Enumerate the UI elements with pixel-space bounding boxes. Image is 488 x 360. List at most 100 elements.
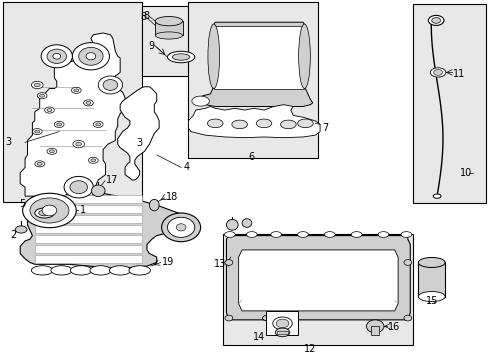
Text: 10: 10	[459, 168, 471, 178]
Ellipse shape	[417, 257, 444, 267]
Ellipse shape	[207, 24, 219, 89]
Ellipse shape	[90, 266, 111, 275]
Ellipse shape	[31, 81, 43, 89]
Ellipse shape	[76, 143, 81, 146]
Ellipse shape	[30, 198, 69, 223]
Ellipse shape	[96, 123, 101, 126]
Text: 17: 17	[105, 175, 118, 185]
Text: 14: 14	[253, 332, 265, 342]
Ellipse shape	[207, 119, 223, 128]
Ellipse shape	[70, 266, 92, 275]
Ellipse shape	[37, 93, 47, 99]
Ellipse shape	[47, 109, 52, 112]
Ellipse shape	[91, 185, 105, 197]
Ellipse shape	[98, 76, 122, 94]
Bar	[266, 311, 298, 335]
Bar	[35, 235, 142, 243]
Bar	[142, 6, 212, 76]
Ellipse shape	[129, 266, 150, 275]
Bar	[35, 195, 142, 203]
Bar	[222, 234, 412, 345]
Ellipse shape	[15, 226, 27, 233]
Ellipse shape	[86, 102, 91, 104]
Ellipse shape	[191, 96, 209, 106]
Ellipse shape	[86, 53, 96, 60]
Ellipse shape	[35, 130, 40, 133]
Ellipse shape	[44, 107, 54, 113]
Bar	[370, 326, 378, 335]
Ellipse shape	[403, 315, 411, 321]
Polygon shape	[238, 250, 397, 311]
Text: 19: 19	[161, 257, 174, 267]
Ellipse shape	[176, 224, 185, 231]
Ellipse shape	[167, 217, 194, 237]
Ellipse shape	[297, 231, 308, 237]
Ellipse shape	[93, 121, 103, 127]
Ellipse shape	[54, 121, 64, 127]
Ellipse shape	[256, 119, 271, 128]
Bar	[35, 225, 142, 233]
Text: 15: 15	[425, 296, 437, 306]
Ellipse shape	[35, 161, 44, 167]
Polygon shape	[20, 182, 190, 268]
Ellipse shape	[149, 199, 159, 211]
Ellipse shape	[103, 80, 118, 90]
Text: 5: 5	[19, 199, 25, 210]
Ellipse shape	[226, 220, 238, 230]
Text: 7: 7	[322, 123, 328, 133]
Bar	[35, 215, 142, 223]
Bar	[188, 3, 317, 158]
Ellipse shape	[280, 120, 296, 129]
Bar	[213, 26, 304, 89]
Text: 3: 3	[136, 139, 142, 148]
Polygon shape	[277, 330, 287, 334]
Ellipse shape	[31, 266, 53, 275]
Ellipse shape	[47, 49, 66, 63]
Ellipse shape	[246, 231, 257, 237]
Ellipse shape	[275, 328, 289, 337]
Ellipse shape	[35, 208, 54, 218]
Ellipse shape	[83, 100, 93, 106]
Ellipse shape	[297, 119, 313, 128]
Ellipse shape	[22, 193, 76, 228]
Bar	[155, 21, 182, 36]
Ellipse shape	[262, 315, 280, 321]
Text: 2: 2	[11, 230, 17, 239]
Ellipse shape	[40, 94, 44, 97]
Ellipse shape	[224, 315, 232, 321]
Ellipse shape	[272, 317, 292, 330]
Ellipse shape	[37, 162, 42, 165]
Ellipse shape	[324, 231, 334, 237]
Ellipse shape	[433, 69, 442, 75]
Ellipse shape	[74, 89, 79, 92]
Text: 8: 8	[143, 11, 149, 21]
Ellipse shape	[224, 231, 235, 237]
Ellipse shape	[427, 15, 443, 26]
Text: 18: 18	[165, 192, 178, 202]
Ellipse shape	[276, 319, 288, 328]
Ellipse shape	[270, 231, 281, 237]
Ellipse shape	[298, 24, 310, 89]
Ellipse shape	[224, 260, 232, 265]
Ellipse shape	[57, 123, 61, 126]
Ellipse shape	[155, 32, 182, 39]
Polygon shape	[188, 105, 320, 138]
Ellipse shape	[64, 176, 93, 198]
Ellipse shape	[431, 18, 440, 23]
Ellipse shape	[161, 213, 200, 242]
Ellipse shape	[403, 260, 411, 265]
Text: 13: 13	[213, 259, 225, 269]
Ellipse shape	[400, 231, 411, 237]
Ellipse shape	[47, 148, 57, 154]
Ellipse shape	[34, 83, 40, 87]
Ellipse shape	[71, 87, 81, 93]
Ellipse shape	[32, 129, 42, 135]
Bar	[417, 262, 444, 297]
Ellipse shape	[39, 210, 50, 216]
Bar	[35, 245, 142, 253]
Bar	[3, 3, 142, 202]
Text: 11: 11	[452, 69, 465, 79]
Polygon shape	[226, 235, 409, 320]
Ellipse shape	[231, 120, 247, 129]
Ellipse shape	[91, 159, 96, 162]
